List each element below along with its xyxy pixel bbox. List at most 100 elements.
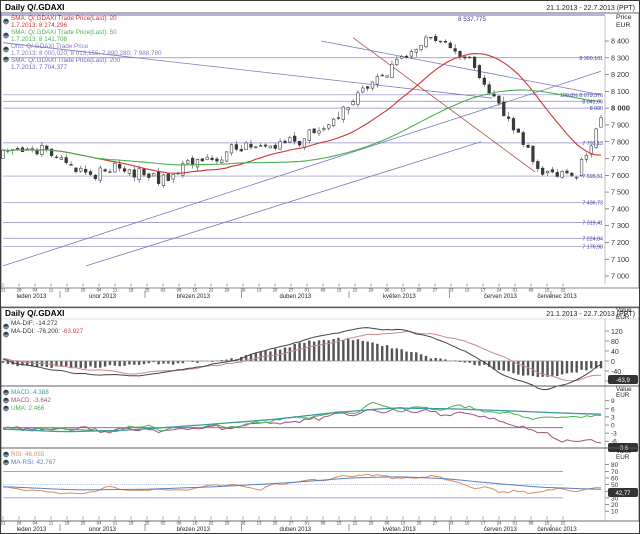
svg-text:8 000: 8 000 [590, 106, 603, 112]
svg-text:08: 08 [321, 288, 326, 293]
svg-text:MA-DIF: -14.272: MA-DIF: -14.272 [11, 320, 58, 327]
svg-text:100,0% 8 079,376: 100,0% 8 079,376 [560, 93, 603, 99]
svg-text:MACD: 4.388: MACD: 4.388 [11, 389, 49, 396]
svg-text:27: 27 [433, 288, 438, 293]
svg-text:1.7.2013: 8 000,020; 8 013,155: 1.7.2013: 8 000,020; 8 013,155; 7 890,28… [11, 50, 162, 57]
svg-text:08: 08 [529, 288, 534, 293]
svg-text:duben 2013: duben 2013 [279, 527, 311, 533]
svg-text:21.1.2013 - 22.7.2013 (PPT): 21.1.2013 - 22.7.2013 (PPT) [546, 5, 635, 12]
svg-text:RSI: 46.055: RSI: 46.055 [11, 451, 45, 458]
svg-text:7 793,13: 7 793,13 [582, 141, 603, 147]
svg-text:květen 2013: květen 2013 [383, 294, 416, 300]
svg-text:7 176,98: 7 176,98 [582, 244, 603, 250]
svg-text:7 319,41: 7 319,41 [582, 220, 603, 226]
svg-text:22: 22 [353, 288, 358, 293]
svg-text:leden 2013: leden 2013 [17, 294, 47, 300]
svg-text:04: 04 [33, 288, 38, 293]
svg-text:7 100: 7 100 [611, 255, 629, 264]
svg-text:25: 25 [81, 288, 86, 293]
svg-text:SMA: Q/.GDAXI Trade Price(Last: SMA: Q/.GDAXI Trade Price(Last): 200 [11, 57, 121, 64]
svg-text:28: 28 [17, 288, 22, 293]
svg-text:01: 01 [305, 288, 310, 293]
svg-text:-40: -40 [611, 369, 621, 376]
svg-text:Value: Value [616, 307, 632, 314]
svg-text:MACD: -3.642: MACD: -3.642 [11, 397, 51, 404]
svg-text:7 595,51: 7 595,51 [582, 174, 603, 180]
svg-text:17: 17 [481, 288, 486, 293]
svg-text:02: 02 [161, 288, 166, 293]
svg-text:7 500: 7 500 [611, 188, 629, 197]
svg-text:27: 27 [289, 288, 294, 293]
svg-text:6: 6 [611, 406, 615, 413]
svg-text:Daily Q/.GDAXI: Daily Q/.GDAXI [5, 2, 64, 12]
svg-text:8 041,06: 8 041,06 [582, 99, 603, 105]
svg-text:0: 0 [611, 423, 615, 430]
svg-text:květen 2013: květen 2013 [383, 527, 416, 533]
svg-text:7 300: 7 300 [611, 221, 629, 230]
svg-text:-63,9: -63,9 [616, 378, 630, 384]
svg-text:18: 18 [129, 288, 134, 293]
svg-text:7 700: 7 700 [611, 154, 629, 163]
svg-text:8 537,775: 8 537,775 [458, 16, 487, 23]
svg-text:duben 2013: duben 2013 [279, 294, 311, 300]
svg-text:7 900: 7 900 [611, 121, 629, 130]
svg-text:8 300: 8 300 [611, 53, 629, 62]
svg-text:15: 15 [193, 288, 198, 293]
svg-text:únor 2013: únor 2013 [89, 527, 117, 533]
svg-text:120: 120 [611, 329, 623, 336]
svg-text:11: 11 [113, 288, 118, 293]
svg-text:červen 2013: červen 2013 [484, 527, 518, 533]
svg-text:11: 11 [49, 288, 54, 293]
svg-text:UMA: 2.466: UMA: 2.466 [11, 405, 45, 412]
svg-text:únor 2013: únor 2013 [89, 294, 117, 300]
svg-text:leden 2013: leden 2013 [17, 527, 47, 533]
svg-text:8 000: 8 000 [611, 104, 630, 113]
svg-text:18: 18 [65, 288, 70, 293]
svg-text:březen 2013: březen 2013 [177, 527, 211, 533]
svg-text:8 100: 8 100 [611, 87, 629, 96]
svg-text:8 200: 8 200 [611, 70, 629, 79]
svg-text:EUR: EUR [616, 314, 630, 321]
svg-text:červenec 2013: červenec 2013 [537, 527, 577, 533]
svg-text:Ond: Q/.GDAXI Trade Price: Ond: Q/.GDAXI Trade Price [11, 43, 89, 50]
svg-text:8 400: 8 400 [611, 37, 629, 46]
svg-text:MA-RSI: 42.767: MA-RSI: 42.767 [11, 459, 56, 466]
svg-text:10: 10 [611, 509, 619, 516]
svg-text:SMA: Q/.GDAXI Trade Price(Last: SMA: Q/.GDAXI Trade Price(Last): 50 [11, 29, 117, 36]
svg-text:20: 20 [417, 288, 422, 293]
svg-text:24: 24 [497, 288, 502, 293]
svg-text:9: 9 [611, 398, 615, 405]
svg-text:7 600: 7 600 [611, 171, 629, 180]
svg-text:7 224,84: 7 224,84 [582, 236, 603, 242]
svg-text:Daily Q/.GDAXI: Daily Q/.GDAXI [5, 308, 64, 318]
svg-text:8 300,101: 8 300,101 [579, 56, 603, 62]
svg-text:červenec 2013: červenec 2013 [537, 294, 577, 300]
svg-text:EUR: EUR [616, 22, 630, 29]
svg-text:3: 3 [611, 414, 615, 421]
svg-text:06: 06 [385, 288, 390, 293]
svg-text:7 200: 7 200 [611, 238, 629, 247]
svg-text:červen 2013: červen 2013 [484, 294, 518, 300]
svg-text:22: 22 [561, 288, 566, 293]
svg-text:01: 01 [513, 288, 518, 293]
svg-text:EUR: EUR [616, 392, 630, 399]
svg-text:7 800: 7 800 [611, 137, 629, 146]
svg-text:13: 13 [257, 288, 262, 293]
svg-text:SMA: Q/.GDAXI Trade Price(Last: SMA: Q/.GDAXI Trade Price(Last): 20 [11, 15, 117, 22]
svg-text:20: 20 [273, 288, 278, 293]
svg-text:1.7.2013: 8 274,296: 1.7.2013: 8 274,296 [11, 22, 68, 29]
svg-text:04: 04 [97, 288, 102, 293]
svg-text:1.7.2013: 8 141,708: 1.7.2013: 8 141,708 [11, 36, 68, 43]
svg-text:MA-DDI: -76.200: -63.927: MA-DDI: -76.200: -63.927 [11, 328, 84, 335]
svg-text:7 436,73: 7 436,73 [582, 201, 603, 207]
svg-text:13: 13 [401, 288, 406, 293]
svg-text:29: 29 [369, 288, 374, 293]
svg-text:25: 25 [145, 288, 150, 293]
svg-text:1.7.2013: 7 704,377: 1.7.2013: 7 704,377 [11, 64, 68, 71]
svg-text:0: 0 [611, 359, 615, 366]
svg-text:15: 15 [337, 288, 342, 293]
svg-text:42,77: 42,77 [615, 491, 631, 497]
svg-text:7 400: 7 400 [611, 204, 629, 213]
svg-text:21: 21 [1, 288, 6, 293]
svg-text:80: 80 [611, 339, 619, 346]
